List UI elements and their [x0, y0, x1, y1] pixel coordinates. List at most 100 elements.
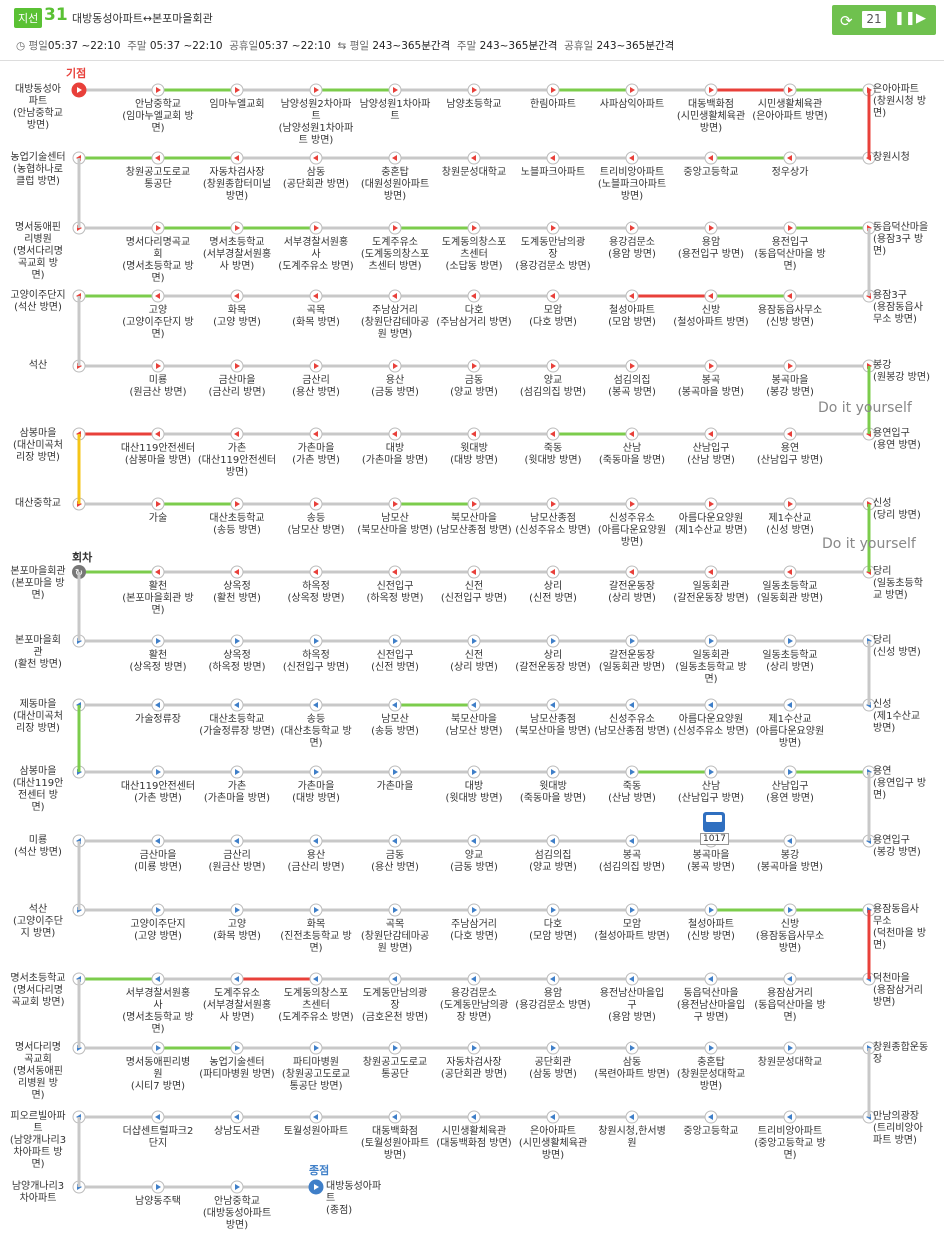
- stop-node[interactable]: [546, 497, 560, 511]
- stop-node[interactable]: [388, 972, 402, 986]
- stop-node[interactable]: [309, 972, 323, 986]
- stop-node[interactable]: [467, 221, 481, 235]
- stop-node[interactable]: [388, 83, 402, 97]
- stop-node[interactable]: [704, 1110, 718, 1124]
- stop-node[interactable]: [388, 1110, 402, 1124]
- stop-node[interactable]: [151, 903, 165, 917]
- stop-node[interactable]: [388, 359, 402, 373]
- stop-node[interactable]: [467, 359, 481, 373]
- stop-node[interactable]: [230, 972, 244, 986]
- stop-node[interactable]: [151, 1110, 165, 1124]
- stop-node[interactable]: [230, 289, 244, 303]
- stop-node[interactable]: [625, 1110, 639, 1124]
- stop-node[interactable]: [546, 903, 560, 917]
- stop-node[interactable]: [546, 698, 560, 712]
- stop-node[interactable]: [151, 1041, 165, 1055]
- stop-node[interactable]: [625, 972, 639, 986]
- stop-node[interactable]: [388, 698, 402, 712]
- stop-node[interactable]: [388, 221, 402, 235]
- stop-node[interactable]: [230, 765, 244, 779]
- stop-node[interactable]: [546, 634, 560, 648]
- stop-node[interactable]: [704, 359, 718, 373]
- stop-node[interactable]: [783, 565, 797, 579]
- stop-node[interactable]: [546, 765, 560, 779]
- stop-node[interactable]: [151, 221, 165, 235]
- refresh-icon[interactable]: ⟳: [840, 12, 853, 30]
- play-icon[interactable]: ▶: [916, 11, 926, 26]
- stop-node[interactable]: [783, 903, 797, 917]
- stop-node[interactable]: [546, 1110, 560, 1124]
- stop-node[interactable]: [309, 565, 323, 579]
- stop-node[interactable]: [309, 1110, 323, 1124]
- stop-node[interactable]: [704, 427, 718, 441]
- stop-node[interactable]: [625, 903, 639, 917]
- stop-node[interactable]: [230, 83, 244, 97]
- stop-node[interactable]: [625, 634, 639, 648]
- stop-node[interactable]: [704, 151, 718, 165]
- stop-node[interactable]: [546, 1041, 560, 1055]
- stop-node[interactable]: [783, 83, 797, 97]
- stop-node[interactable]: [230, 1110, 244, 1124]
- stop-node[interactable]: [388, 834, 402, 848]
- stop-node[interactable]: [704, 634, 718, 648]
- stop-node[interactable]: [625, 221, 639, 235]
- stop-node[interactable]: [151, 565, 165, 579]
- stop-node[interactable]: [151, 834, 165, 848]
- stop-node[interactable]: [783, 972, 797, 986]
- stop-node[interactable]: [546, 151, 560, 165]
- stop-node[interactable]: [309, 903, 323, 917]
- stop-node[interactable]: [309, 634, 323, 648]
- stop-node[interactable]: [230, 427, 244, 441]
- pause-icon[interactable]: ❚❚: [894, 11, 916, 26]
- stop-node[interactable]: [783, 1110, 797, 1124]
- stop-node[interactable]: [783, 765, 797, 779]
- stop-node[interactable]: [388, 427, 402, 441]
- stop-node[interactable]: [230, 359, 244, 373]
- stop-node[interactable]: [230, 1041, 244, 1055]
- stop-node[interactable]: [467, 1110, 481, 1124]
- stop-node[interactable]: [625, 359, 639, 373]
- stop-node[interactable]: [230, 151, 244, 165]
- stop-node[interactable]: [625, 765, 639, 779]
- stop-node[interactable]: [467, 497, 481, 511]
- stop-node[interactable]: [625, 83, 639, 97]
- stop-node[interactable]: [467, 1041, 481, 1055]
- stop-node[interactable]: [546, 427, 560, 441]
- stop-node[interactable]: [151, 497, 165, 511]
- stop-node[interactable]: [388, 289, 402, 303]
- stop-node[interactable]: [467, 151, 481, 165]
- stop-node[interactable]: [546, 834, 560, 848]
- stop-node[interactable]: [467, 698, 481, 712]
- stop-node[interactable]: [704, 83, 718, 97]
- stop-node[interactable]: [388, 634, 402, 648]
- stop-node[interactable]: [151, 1180, 165, 1194]
- stop-node[interactable]: [230, 565, 244, 579]
- stop-node[interactable]: [467, 972, 481, 986]
- stop-node[interactable]: [388, 1041, 402, 1055]
- stop-node[interactable]: [467, 427, 481, 441]
- stop-node[interactable]: [704, 565, 718, 579]
- stop-node[interactable]: [467, 634, 481, 648]
- stop-node[interactable]: [309, 151, 323, 165]
- stop-node[interactable]: [151, 634, 165, 648]
- stop-node[interactable]: [309, 1041, 323, 1055]
- stop-node[interactable]: [230, 634, 244, 648]
- stop-node[interactable]: [704, 903, 718, 917]
- stop-node[interactable]: [151, 151, 165, 165]
- stop-node[interactable]: [309, 359, 323, 373]
- stop-node[interactable]: [546, 289, 560, 303]
- stop-node[interactable]: [704, 221, 718, 235]
- stop-node[interactable]: [704, 497, 718, 511]
- stop-node[interactable]: [704, 1041, 718, 1055]
- stop-node[interactable]: [704, 765, 718, 779]
- stop-node[interactable]: [388, 151, 402, 165]
- stop-node[interactable]: [704, 698, 718, 712]
- stop-node[interactable]: [625, 497, 639, 511]
- stop-node[interactable]: [625, 151, 639, 165]
- stop-node[interactable]: [467, 903, 481, 917]
- stop-node[interactable]: [388, 903, 402, 917]
- stop-node[interactable]: [625, 289, 639, 303]
- stop-node[interactable]: [783, 359, 797, 373]
- stop-node[interactable]: [625, 1041, 639, 1055]
- stop-node[interactable]: [309, 289, 323, 303]
